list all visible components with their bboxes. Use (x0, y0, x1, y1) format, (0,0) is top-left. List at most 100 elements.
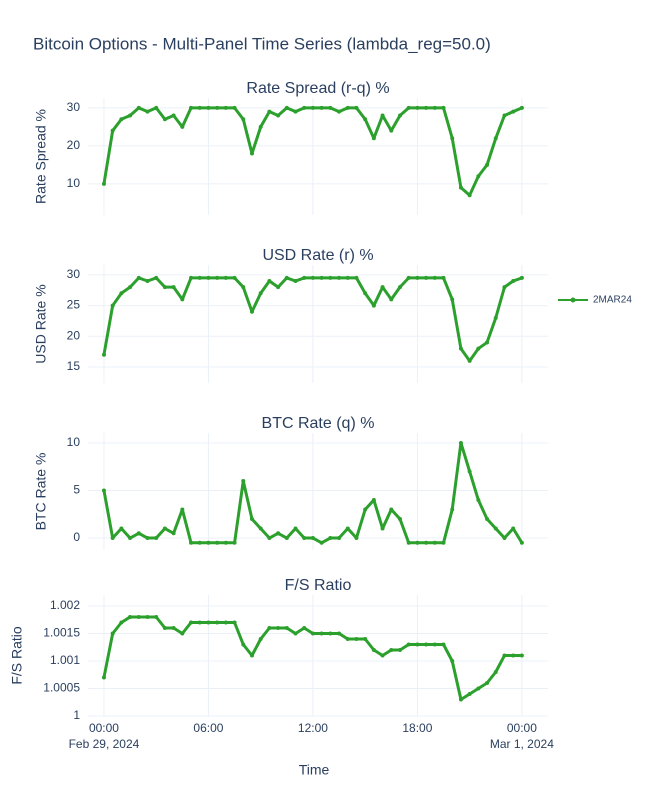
data-point (162, 117, 167, 122)
data-point (345, 526, 350, 531)
data-point (328, 105, 333, 110)
data-point (389, 297, 394, 302)
data-point (519, 653, 524, 658)
data-point (415, 275, 420, 280)
data-point (110, 303, 115, 308)
data-point (432, 105, 437, 110)
y-axis-label: Rate Spread % (33, 109, 49, 204)
y-tick-label: 10 (67, 435, 81, 449)
y-tick-label: 30 (67, 100, 81, 114)
data-point (258, 291, 263, 296)
y-tick-label: 1.001 (50, 653, 80, 667)
data-point (467, 193, 472, 198)
data-point (519, 540, 524, 545)
data-point (511, 109, 516, 114)
data-point (502, 113, 507, 118)
data-point (519, 105, 524, 110)
data-point (397, 517, 402, 522)
data-point (380, 113, 385, 118)
data-point (145, 615, 150, 619)
data-point (476, 498, 481, 503)
data-point (180, 507, 185, 512)
data-point (380, 653, 385, 658)
data-point (119, 620, 124, 625)
data-point (171, 285, 176, 290)
data-point (284, 275, 289, 280)
data-point (258, 637, 263, 641)
data-point (354, 275, 359, 280)
panel-title: BTC Rate (q) % (262, 415, 375, 432)
data-point (267, 536, 272, 541)
data-point (389, 507, 394, 512)
data-point (145, 278, 150, 283)
x-tick-label: 00:00 (89, 721, 119, 735)
y-tick-label: 15 (67, 359, 81, 373)
data-point (363, 291, 368, 296)
data-point (476, 174, 481, 179)
data-point (406, 105, 411, 110)
data-point (319, 540, 324, 545)
data-point (145, 109, 150, 114)
data-point (197, 275, 202, 280)
data-point (189, 275, 194, 280)
data-point (136, 275, 141, 280)
data-point (485, 340, 490, 345)
data-point (249, 309, 254, 314)
data-point (223, 540, 228, 545)
y-tick-label: 1 (73, 708, 80, 722)
data-point (485, 681, 490, 685)
data-point (406, 642, 411, 647)
data-point (136, 105, 141, 110)
data-point (424, 540, 429, 545)
data-point (371, 648, 376, 652)
data-point (310, 275, 315, 280)
data-point (441, 105, 446, 110)
data-point (293, 631, 298, 636)
y-tick-label: 5 (73, 483, 80, 497)
data-point (241, 285, 246, 290)
x-tick-date: Feb 29, 2024 (69, 737, 140, 751)
data-point (458, 440, 463, 445)
data-point (319, 105, 324, 110)
data-point (389, 128, 394, 133)
data-point (458, 697, 463, 702)
data-point (258, 124, 263, 129)
data-point (206, 540, 211, 545)
data-point (267, 626, 272, 630)
data-point (337, 536, 342, 541)
data-point (310, 631, 315, 636)
y-axis-label: F/S Ratio (9, 626, 25, 685)
data-point (397, 113, 402, 118)
data-point (189, 620, 194, 625)
data-point (162, 626, 167, 630)
data-point (154, 275, 159, 280)
data-point (284, 105, 289, 110)
data-point (197, 620, 202, 625)
y-tick-label: 1.0015 (43, 626, 80, 640)
data-point (397, 285, 402, 290)
data-point (397, 648, 402, 652)
data-point (119, 117, 124, 122)
data-point (145, 536, 150, 541)
data-point (485, 162, 490, 167)
data-point (310, 105, 315, 110)
data-point (441, 275, 446, 280)
data-point (232, 105, 237, 110)
data-point (406, 275, 411, 280)
data-point (328, 631, 333, 636)
panel-title: Rate Spread (r-q) % (246, 80, 389, 97)
data-point (276, 113, 281, 118)
data-point (432, 540, 437, 545)
y-tick-label: 30 (67, 267, 81, 281)
data-point (345, 105, 350, 110)
data-point (371, 136, 376, 141)
data-point (458, 185, 463, 190)
data-point (310, 536, 315, 541)
data-point (284, 536, 289, 541)
data-point (406, 540, 411, 545)
x-axis-label: Time (299, 762, 330, 778)
data-point (502, 653, 507, 658)
data-point (380, 526, 385, 531)
data-point (354, 536, 359, 541)
